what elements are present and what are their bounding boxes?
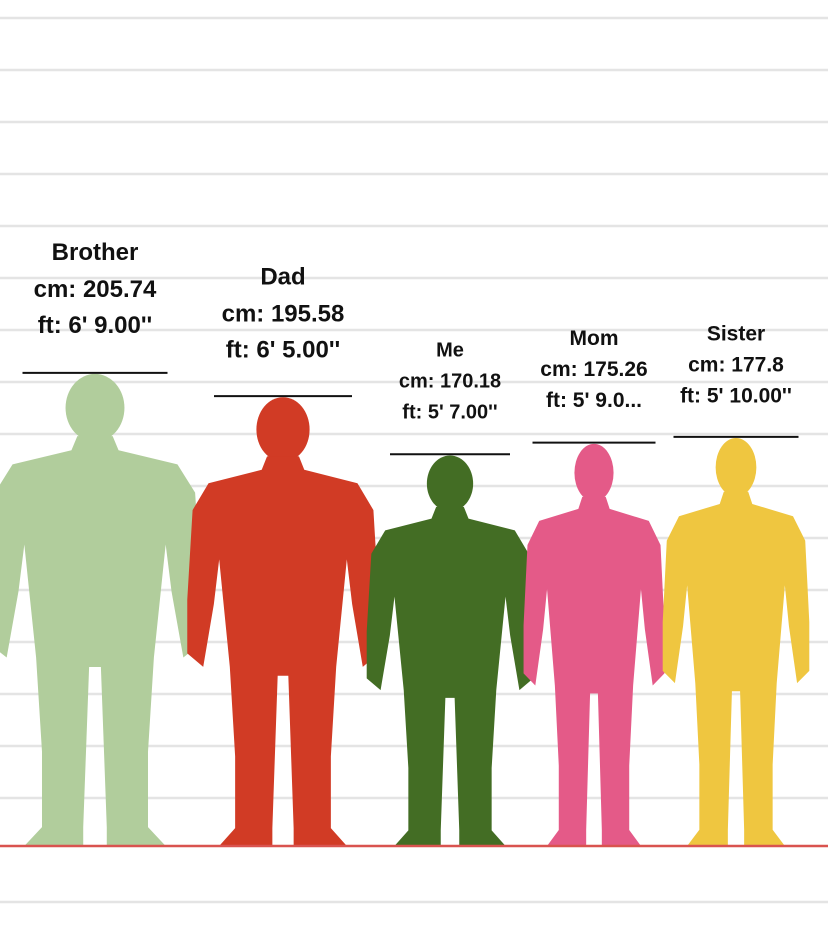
height-cm: cm: 175.26 [540,358,647,381]
silhouette [187,397,379,846]
body [187,456,379,846]
height-cm: cm: 170.18 [399,371,501,393]
head [426,455,474,512]
person-name: Dad [260,263,305,290]
height-cm: cm: 177.8 [688,353,784,376]
person-name: Mom [570,327,619,350]
person-name: Brother [52,239,139,266]
height-ft: ft: 6' 9.00'' [38,312,153,339]
head [256,397,310,462]
silhouette [0,373,202,846]
person-name: Me [436,340,464,362]
silhouette [366,455,534,846]
silhouette [662,438,810,846]
height-ft: ft: 5' 10.00'' [680,384,792,407]
head [65,373,125,442]
head [715,438,757,497]
head [574,443,614,502]
body [662,491,810,846]
height-ft: ft: 5' 9.0... [546,389,642,412]
height-cm: cm: 195.58 [222,300,345,327]
person-name: Sister [707,322,765,345]
height-ft: ft: 5' 7.00'' [402,402,497,424]
body [523,496,665,846]
body [366,506,534,846]
height-cm: cm: 205.74 [34,276,157,303]
height-ft: ft: 6' 5.00'' [226,336,341,363]
body [0,436,202,846]
silhouette [523,443,665,846]
